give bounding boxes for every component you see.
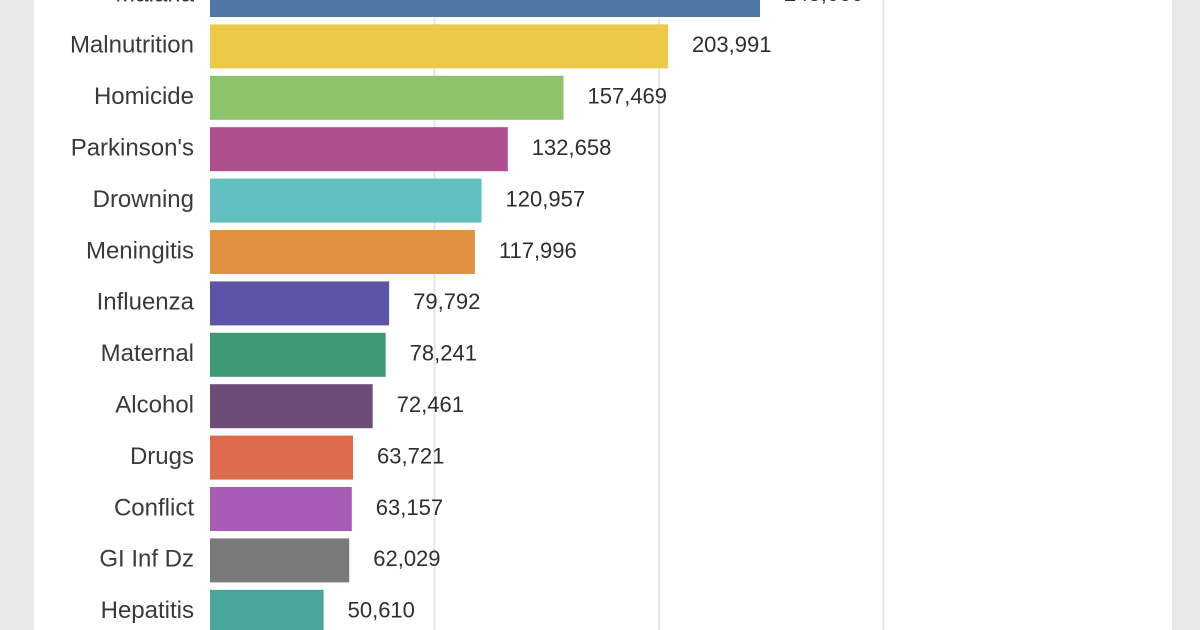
bar-6 bbox=[210, 230, 475, 274]
category-label: Meningitis bbox=[86, 237, 194, 264]
value-label: 78,241 bbox=[410, 341, 477, 366]
bar-7 bbox=[210, 281, 390, 326]
chart-panel: Malaria 245,000 Malnutrition 203,991 Homicid… bbox=[34, 0, 1172, 630]
bar-5 bbox=[210, 178, 482, 223]
bar-2 bbox=[210, 24, 668, 69]
bar-3 bbox=[210, 75, 564, 120]
category-label: GI Inf Dz bbox=[99, 546, 194, 573]
value-label: 62,029 bbox=[373, 546, 440, 571]
bar-8 bbox=[210, 332, 386, 377]
category-label: Homicide bbox=[94, 83, 194, 110]
value-label: 120,957 bbox=[506, 186, 586, 211]
value-label: 50,610 bbox=[348, 598, 415, 623]
bar-4 bbox=[210, 127, 508, 172]
value-label: 245,000 bbox=[784, 0, 864, 6]
category-label: Drugs bbox=[130, 443, 194, 470]
category-label: Maternal bbox=[101, 340, 194, 367]
value-label: 132,658 bbox=[532, 135, 612, 160]
category-label: Hepatitis bbox=[101, 597, 194, 624]
bar-chart: Malaria 245,000 Malnutrition 203,991 Homicid… bbox=[70, 0, 885, 630]
value-label: 203,991 bbox=[692, 32, 772, 57]
category-label: Parkinson's bbox=[71, 135, 194, 162]
bar-13 bbox=[210, 589, 324, 630]
category-label: Malnutrition bbox=[70, 32, 194, 59]
value-label: 79,792 bbox=[413, 289, 480, 314]
category-label: Drowning bbox=[93, 186, 194, 213]
value-label: 63,721 bbox=[377, 443, 444, 468]
category-label: Conflict bbox=[114, 494, 194, 521]
category-label: Malaria bbox=[115, 0, 194, 7]
value-label: 117,996 bbox=[499, 238, 577, 263]
value-label: 157,469 bbox=[588, 84, 668, 109]
bar-9 bbox=[210, 384, 373, 429]
bar-1 bbox=[210, 0, 760, 17]
category-label: Alcohol bbox=[115, 392, 194, 419]
value-label: 72,461 bbox=[397, 392, 464, 417]
bar-12 bbox=[210, 538, 350, 583]
bar-10 bbox=[210, 435, 354, 480]
bar-11 bbox=[210, 487, 352, 531]
category-label: Influenza bbox=[97, 289, 195, 316]
value-label: 63,157 bbox=[376, 495, 443, 520]
